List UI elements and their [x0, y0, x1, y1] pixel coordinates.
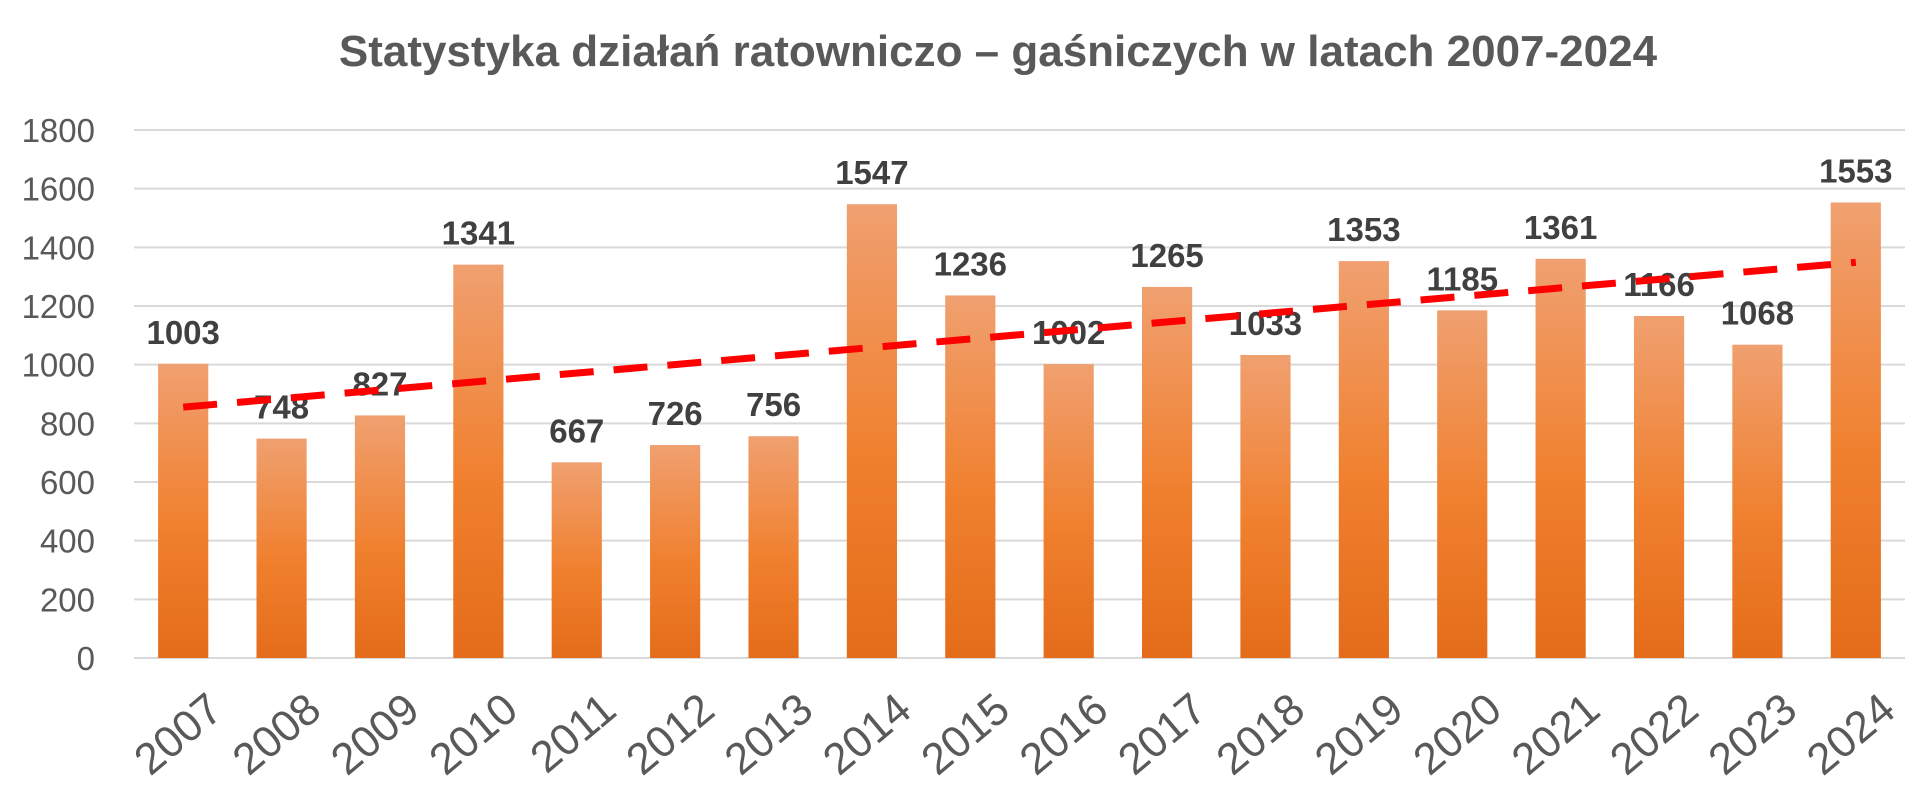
y-tick-label: 1400 — [22, 229, 95, 266]
data-label: 1547 — [835, 154, 908, 191]
trendline-group — [182, 258, 1857, 411]
x-tick-label: 2018 — [1207, 684, 1313, 784]
data-label: 1003 — [146, 314, 219, 351]
y-tick-label: 1000 — [22, 347, 95, 384]
bar-2017 — [1141, 286, 1193, 658]
data-label: 1265 — [1130, 237, 1203, 274]
data-label: 1236 — [934, 245, 1007, 282]
bar-2023 — [1732, 344, 1783, 658]
x-tick-label: 2009 — [322, 684, 428, 784]
chart-title: Statystyka działań ratowniczo – gaśniczy… — [339, 27, 1658, 76]
bar-2007 — [158, 363, 209, 658]
bar-2008 — [256, 438, 307, 658]
data-label: 1361 — [1524, 209, 1597, 246]
gridlines — [134, 129, 1905, 659]
trendline — [182, 258, 1857, 411]
data-label: 1353 — [1327, 211, 1400, 248]
x-tick-label: 2007 — [125, 684, 231, 784]
data-label: 667 — [549, 412, 604, 449]
bar-2022 — [1633, 315, 1685, 658]
bar-2014 — [846, 204, 898, 659]
x-tick-label: 2019 — [1306, 684, 1412, 784]
y-tick-label: 600 — [40, 464, 95, 501]
y-tick-label: 1200 — [22, 288, 95, 325]
bar-2018 — [1240, 354, 1291, 658]
bar-2015 — [945, 295, 996, 658]
data-label: 1068 — [1721, 295, 1794, 332]
x-axis-ticks: 2007200820092010201120122013201420152016… — [125, 684, 1904, 784]
bar-2010 — [453, 264, 504, 658]
x-tick-label: 2024 — [1798, 684, 1904, 784]
bar-2009 — [354, 415, 406, 658]
data-label: 1341 — [442, 215, 515, 252]
y-tick-label: 1800 — [22, 112, 95, 149]
data-label: 756 — [746, 386, 801, 423]
data-label: 1553 — [1819, 152, 1892, 189]
x-tick-label: 2011 — [521, 684, 625, 782]
y-tick-label: 0 — [77, 640, 95, 677]
data-label: 726 — [648, 395, 703, 432]
x-tick-label: 2013 — [716, 684, 822, 784]
bar-2024 — [1830, 202, 1881, 658]
x-tick-label: 2014 — [814, 684, 920, 784]
bar-2012 — [650, 445, 701, 658]
y-tick-label: 800 — [40, 405, 95, 442]
y-axis-ticks: 0 200 400 600 800 1000 1200 1400 1600 1800 — [22, 112, 95, 677]
y-tick-label: 1600 — [22, 171, 95, 208]
bar-2021 — [1535, 258, 1586, 658]
x-tick-label: 2021 — [1503, 684, 1609, 784]
bars — [158, 202, 1881, 659]
x-tick-label: 2008 — [224, 684, 330, 784]
bar-2011 — [551, 462, 602, 658]
y-tick-label: 400 — [40, 523, 95, 560]
bar-2019 — [1338, 261, 1389, 658]
data-label: 1166 — [1623, 266, 1695, 303]
y-tick-label: 200 — [40, 581, 95, 618]
bar-2013 — [748, 436, 799, 658]
x-tick-label: 2010 — [420, 684, 526, 784]
x-tick-label: 2023 — [1699, 684, 1805, 784]
bar-2016 — [1043, 364, 1094, 658]
x-tick-label: 2015 — [912, 684, 1018, 784]
x-tick-label: 2022 — [1601, 684, 1707, 784]
x-tick-label: 2012 — [617, 684, 723, 784]
x-tick-label: 2017 — [1109, 684, 1215, 784]
x-tick-label: 2016 — [1011, 684, 1117, 784]
x-tick-label: 2020 — [1404, 684, 1510, 784]
bar-2020 — [1437, 310, 1488, 658]
data-label: 827 — [352, 365, 407, 402]
